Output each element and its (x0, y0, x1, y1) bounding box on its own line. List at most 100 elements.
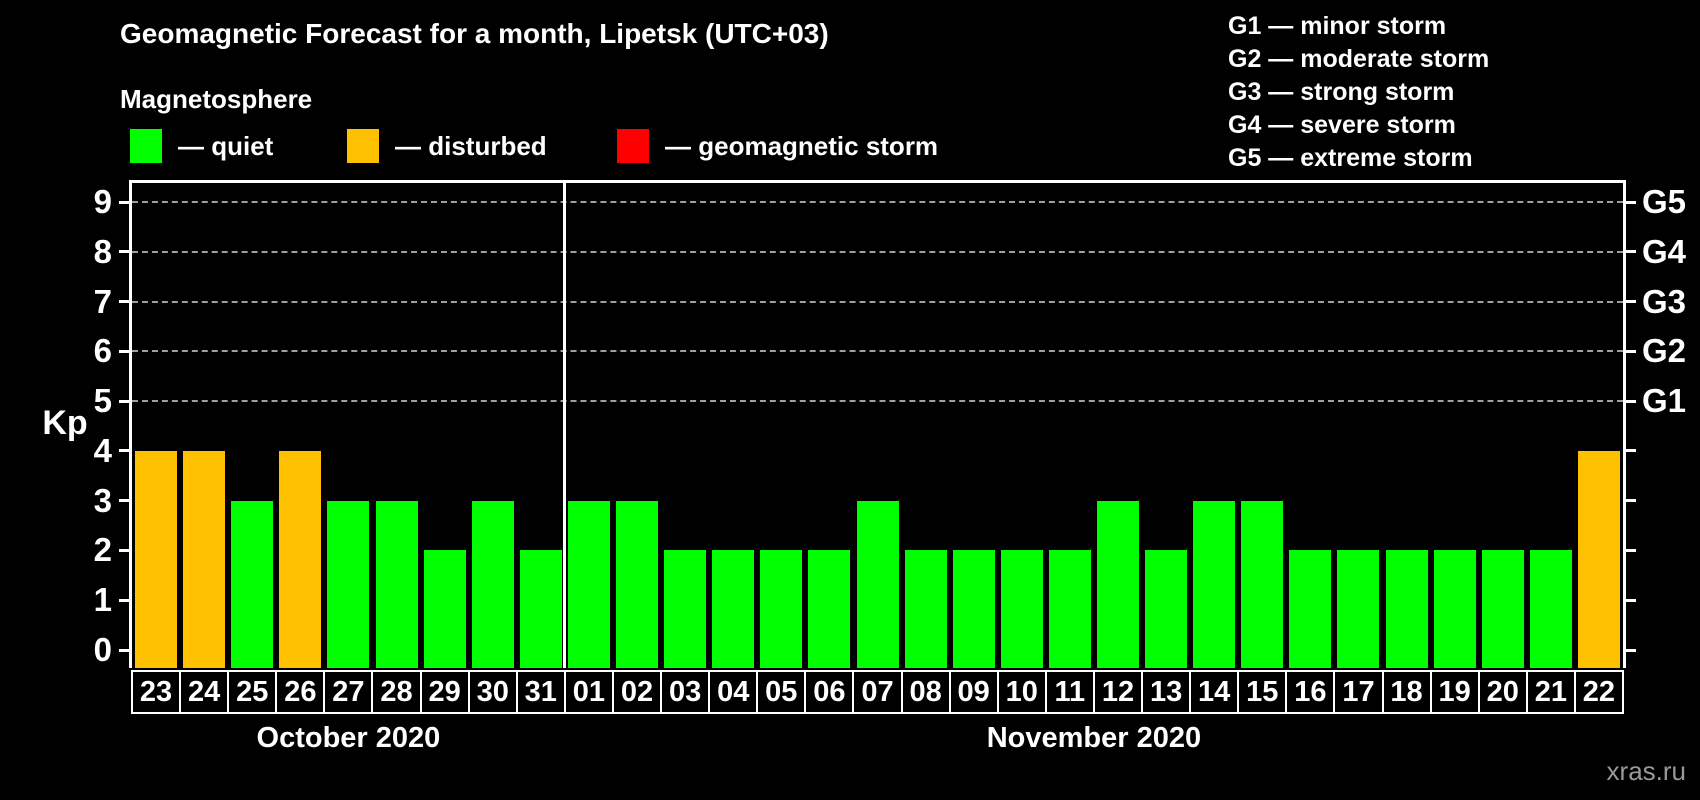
kp-bar-day-19 (1433, 550, 1476, 668)
month-label-october: October 2020 (256, 722, 441, 754)
y-tick-label-1: 1 (93, 581, 112, 619)
legend-label-disturbed: — disturbed (395, 130, 547, 161)
y-tick-label-5: 5 (93, 382, 112, 420)
gridline-kp6 (132, 350, 1623, 353)
kp-bar-day-10 (1000, 550, 1043, 668)
day-cell-09: 09 (948, 670, 999, 714)
watermark: xras.ru (1606, 756, 1686, 786)
gridline-kp7 (132, 300, 1623, 303)
month-label-november: November 2020 (986, 722, 1202, 754)
g-axis-label-g5: G5 (1642, 183, 1687, 220)
y-tick-0 (119, 648, 129, 652)
day-cell-10: 10 (996, 670, 1047, 714)
y-tick-7 (119, 300, 129, 304)
kp-bar-day-03 (664, 550, 707, 668)
day-cell-22: 22 (1573, 670, 1624, 714)
day-cell-06: 06 (804, 670, 855, 714)
gridline-kp5 (132, 400, 1623, 403)
day-cell-16: 16 (1285, 670, 1336, 714)
day-cell-04: 04 (708, 670, 759, 714)
day-cell-29: 29 (419, 670, 470, 714)
day-cell-15: 15 (1237, 670, 1288, 714)
storm-swatch-icon (617, 129, 649, 163)
right-tick-9 (1626, 200, 1636, 204)
kp-bar-day-25 (231, 500, 274, 668)
legend-item-disturbed: — disturbed (347, 128, 547, 164)
kp-bar-day-21 (1529, 550, 1572, 668)
kp-bar-day-12 (1096, 500, 1139, 668)
legend-label-quiet: — quiet (178, 130, 274, 161)
kp-bar-day-15 (1241, 500, 1284, 668)
kp-bar-day-11 (1048, 550, 1091, 668)
y-tick-6 (119, 349, 129, 353)
g-axis-label-g2: G2 (1642, 332, 1687, 370)
g-axis-label-g3: G3 (1642, 282, 1687, 320)
quiet-swatch-icon (130, 129, 162, 163)
day-cell-25: 25 (227, 670, 278, 714)
y-tick-9 (119, 200, 129, 204)
day-cell-11: 11 (1044, 670, 1095, 714)
page-title: Geomagnetic Forecast for a month, Lipets… (120, 18, 829, 49)
g-legend-line-2: G2 — moderate storm (1228, 45, 1490, 73)
day-cell-20: 20 (1477, 670, 1528, 714)
y-tick-label-4: 4 (93, 431, 112, 469)
g-legend-line-5: G5 — extreme storm (1228, 144, 1473, 172)
disturbed-swatch-icon (347, 129, 379, 163)
right-tick-1 (1626, 598, 1636, 602)
day-cell-12: 12 (1092, 670, 1144, 714)
day-cell-31: 31 (515, 670, 566, 714)
kp-bar-day-01 (567, 500, 610, 668)
gridline-kp8 (132, 250, 1623, 253)
day-cell-01: 01 (563, 670, 614, 714)
g-legend-line-4: G4 — severe storm (1228, 111, 1456, 139)
kp-bar-day-16 (1289, 550, 1332, 668)
day-cell-08: 08 (900, 670, 951, 714)
kp-bar-day-26 (279, 450, 322, 668)
y-tick-4 (119, 449, 129, 453)
day-cell-28: 28 (371, 670, 422, 714)
right-tick-3 (1626, 499, 1636, 503)
kp-bar-day-31 (519, 550, 562, 668)
kp-bar-day-02 (616, 500, 659, 668)
right-tick-6 (1626, 349, 1636, 353)
y-tick-label-8: 8 (93, 232, 112, 270)
kp-bar-day-29 (423, 550, 466, 668)
month-separator-line (563, 183, 567, 668)
day-cell-24: 24 (179, 670, 230, 714)
y-tick-1 (119, 598, 129, 602)
kp-bar-day-08 (904, 550, 947, 668)
y-tick-2 (119, 548, 129, 552)
plot-area (129, 180, 1626, 668)
kp-bar-day-18 (1385, 550, 1428, 668)
kp-bar-day-04 (712, 550, 755, 668)
g-scale-legend: G1 — minor storm G2 — moderate storm G3 — … (1228, 10, 1489, 175)
day-cell-23: 23 (131, 670, 182, 714)
day-cell-17: 17 (1333, 670, 1384, 714)
kp-bar-day-27 (327, 500, 370, 668)
y-tick-label-0: 0 (93, 631, 112, 668)
legend-item-quiet: — quiet (130, 128, 273, 164)
kp-bar-day-13 (1145, 550, 1188, 668)
g-axis-label-g1: G1 (1642, 382, 1687, 420)
day-cell-18: 18 (1381, 670, 1432, 714)
y-tick-5 (119, 399, 129, 403)
right-tick-5 (1626, 399, 1636, 403)
day-cell-21: 21 (1525, 670, 1576, 714)
day-cell-19: 19 (1429, 670, 1480, 714)
day-cell-13: 13 (1141, 670, 1192, 714)
kp-bar-day-09 (952, 550, 995, 668)
y-tick-label-3: 3 (93, 481, 112, 519)
day-cell-07: 07 (852, 670, 903, 714)
right-tick-4 (1626, 449, 1636, 453)
g-axis-label-g4: G4 (1642, 232, 1687, 270)
kp-bar-day-28 (375, 500, 418, 668)
right-tick-0 (1626, 648, 1636, 652)
day-cell-30: 30 (467, 670, 518, 714)
legend-label-storm: — geomagnetic storm (665, 130, 939, 161)
right-tick-2 (1626, 548, 1636, 552)
kp-bar-day-05 (760, 550, 803, 668)
kp-bar-day-24 (183, 450, 226, 668)
day-cell-05: 05 (756, 670, 807, 714)
y-tick-label-7: 7 (93, 282, 112, 320)
y-tick-label-2: 2 (93, 531, 112, 569)
